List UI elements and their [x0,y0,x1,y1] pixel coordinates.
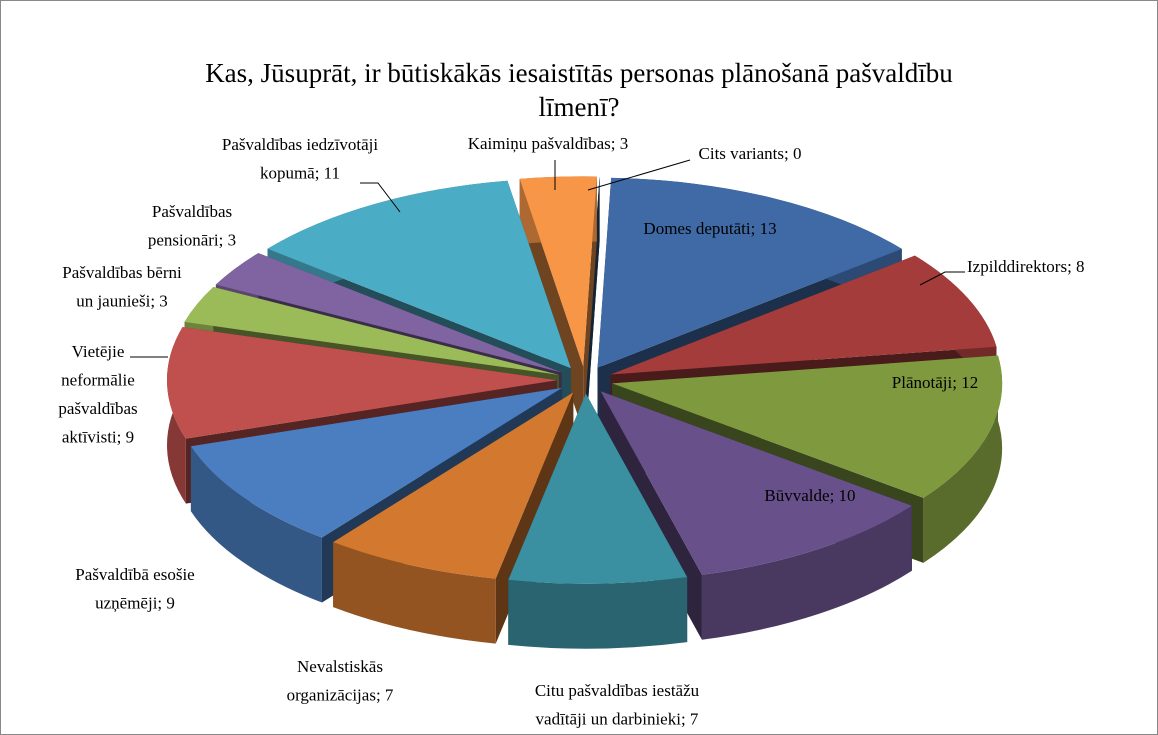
slice [267,180,571,369]
pie [167,176,1003,649]
data-label: Izpilddirektors; 8 [967,257,1085,276]
data-label: Kaimiņu pašvaldības; 3 [468,134,629,153]
slice [610,255,997,375]
data-label: Citu pašvaldības iestāžu vadītāji un darb… [535,681,700,729]
data-label: Domes deputāti; 13 [643,219,776,238]
data-label: Pašvaldības iedzīvotāji kopumā; 11 [222,135,379,183]
slice [508,393,688,584]
slice [597,177,902,368]
slice-wall [190,446,322,603]
slice-wall [923,355,1003,563]
data-label: Cits variants; 0 [699,144,802,163]
leader-line [919,271,965,286]
data-label: Nevalstiskās organizācijas; 7 [287,657,394,705]
labels: Domes deputāti; 13 Izpilddirektors; 8 Plān… [58,134,1084,729]
slice-wall [701,505,912,640]
leader-line [360,182,401,213]
data-label: Pašvaldībā esošie uzņēmēji; 9 [75,565,194,613]
slice [519,176,597,367]
data-label: Būvvalde; 10 [764,486,855,505]
data-label: Pašvaldības bērni un jaunieši; 3 [62,263,182,311]
slice [600,391,912,575]
data-label: Plānotāji; 12 [892,373,978,392]
leader-line [587,159,691,191]
slice [215,253,562,373]
slice [190,387,563,538]
slice [333,392,574,579]
slice [184,286,560,375]
leader-lines [130,159,965,358]
slice [167,327,558,439]
chart-title: Kas, Jūsuprāt, ir būtiskākās iesaistītās… [205,58,953,122]
slice [612,355,1003,498]
slice [508,393,688,649]
data-label: Vietējie neformālie pašvaldības aktīvisti; … [58,342,137,447]
slice-wall [508,577,688,649]
data-label: Pašvaldības pensionāri; 3 [148,202,236,250]
slice-wall [333,542,496,644]
